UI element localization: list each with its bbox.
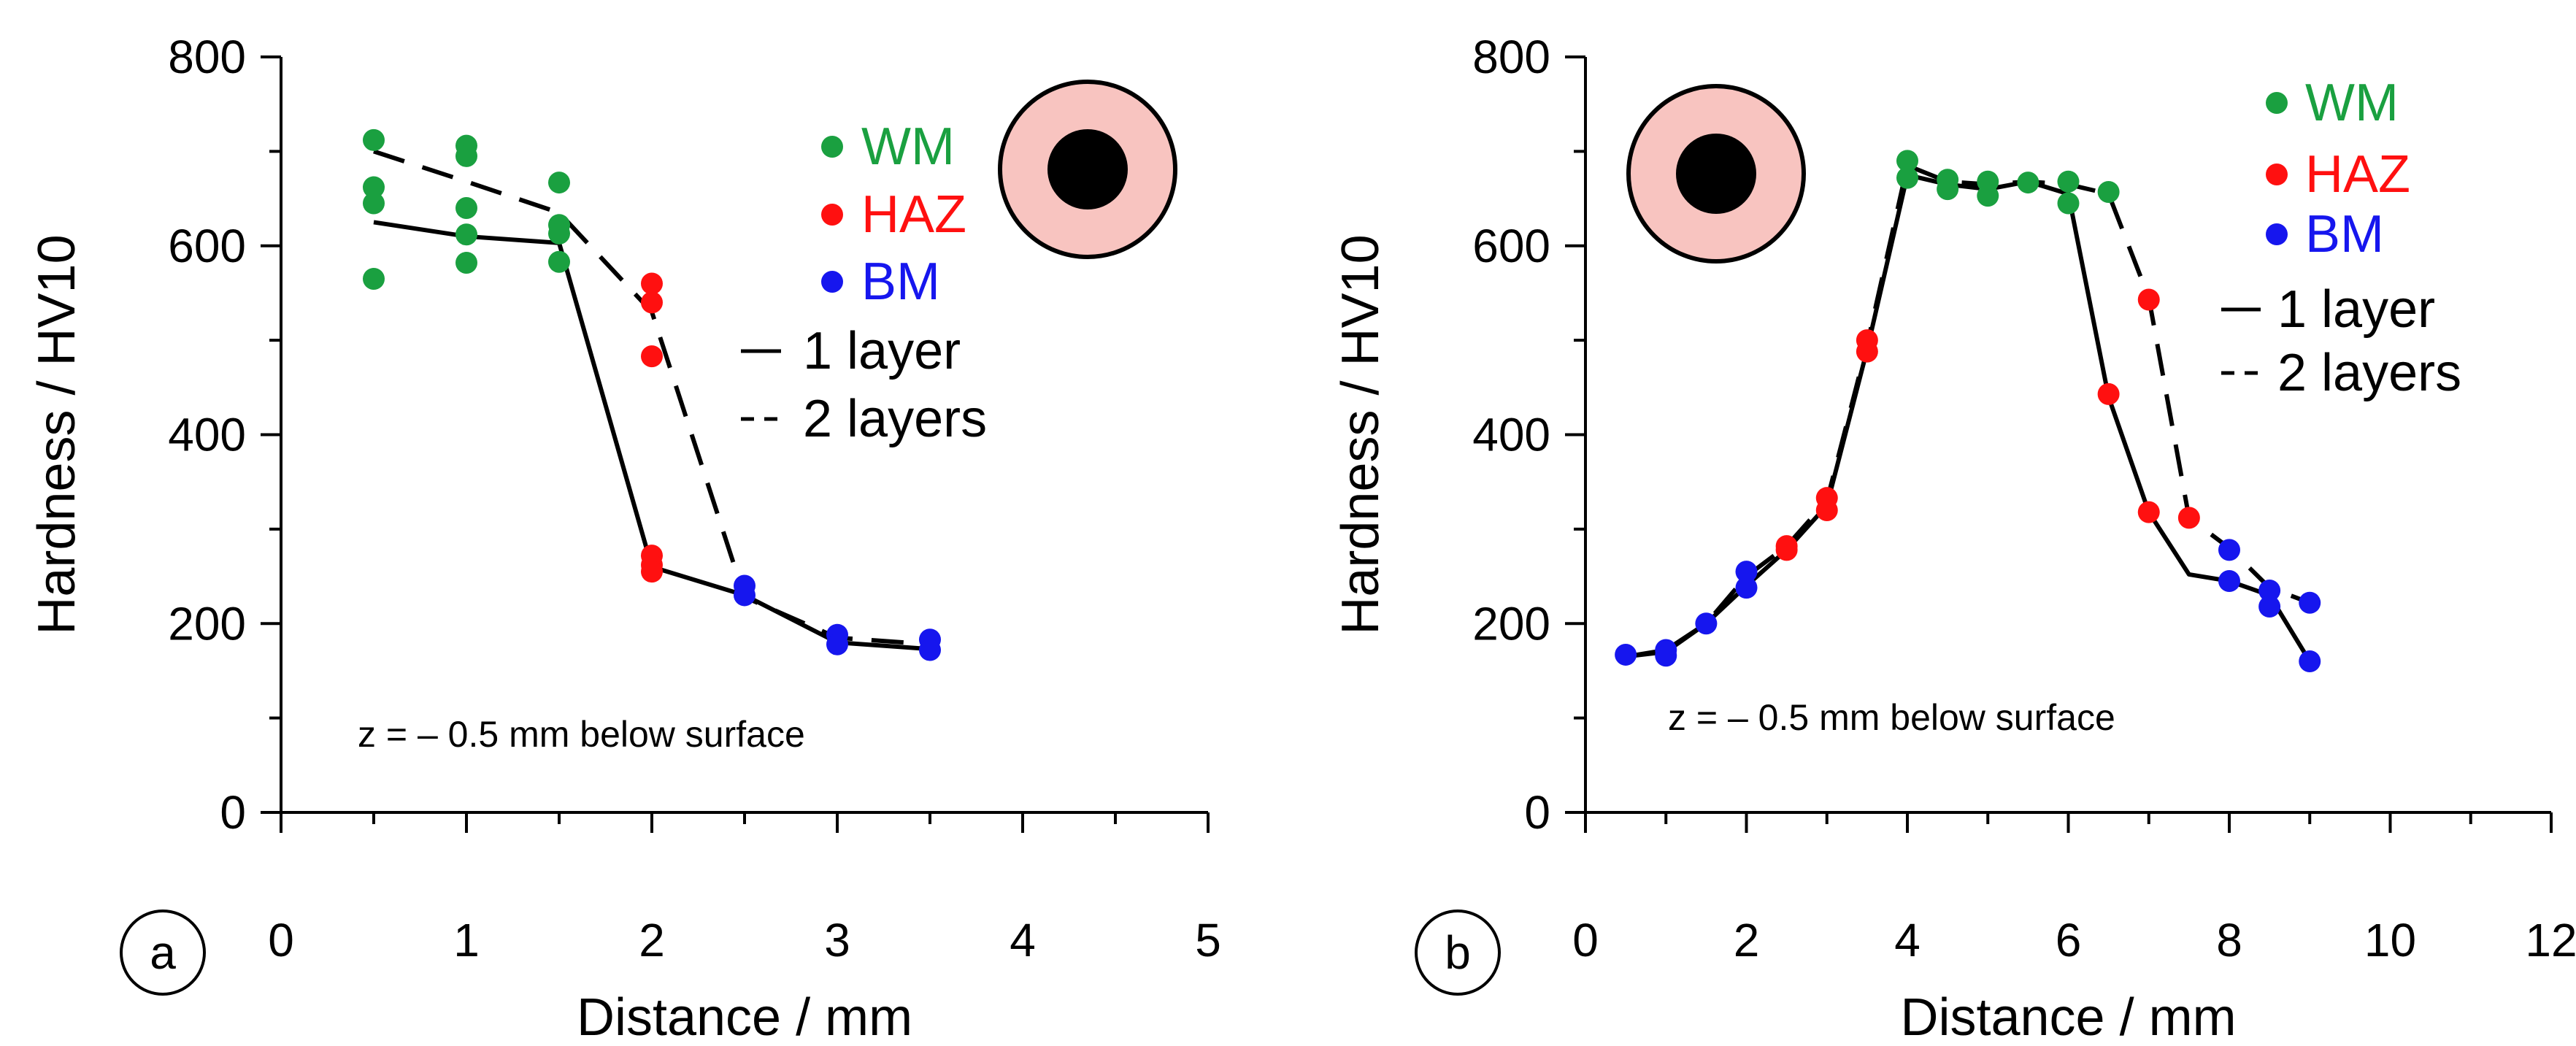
x-tick-label: 0 xyxy=(268,914,294,966)
x-tick-label: 4 xyxy=(1894,914,1921,966)
legend-marker-haz xyxy=(2266,164,2288,185)
data-point-wm xyxy=(2017,172,2039,194)
y-tick-label: 400 xyxy=(168,409,246,461)
data-point-haz xyxy=(2137,288,2160,311)
panel-letter-circle xyxy=(1415,910,1501,996)
data-point-wm xyxy=(455,145,477,167)
x-axis-title: Distance / mm xyxy=(1900,988,2236,1046)
legend-marker-bm xyxy=(2266,223,2288,245)
panel-letter-circle xyxy=(120,910,206,996)
x-tick-label: 10 xyxy=(2364,914,2416,966)
data-point-wm xyxy=(548,172,570,194)
data-point-haz xyxy=(1775,539,1798,561)
data-point-wm xyxy=(363,192,385,215)
x-tick-label: 5 xyxy=(1195,914,1221,966)
chart-panel-a: 0 1 2 3 4 5 0 200 400 600 800 Distance / mm Hardness… xyxy=(28,31,1221,1046)
data-point-bm xyxy=(2299,591,2321,614)
y-tick-label: 400 xyxy=(1472,409,1550,461)
x-tick-label: 3 xyxy=(824,914,850,966)
x-axis-title: Distance / mm xyxy=(577,988,912,1046)
y-tick-label: 600 xyxy=(1472,220,1550,272)
surface-depth-note: z = – 0.5 mm below surface xyxy=(358,714,805,755)
data-point-wm xyxy=(1977,185,1999,207)
y-tick-label: 800 xyxy=(1472,31,1550,83)
data-point-bm xyxy=(1735,561,1758,583)
data-point-bm xyxy=(734,584,756,607)
data-point-wm xyxy=(455,223,477,246)
weld-core-icon xyxy=(1676,134,1756,214)
y-tick-label: 0 xyxy=(1524,786,1550,839)
y-tick-label: 200 xyxy=(168,597,246,650)
legend-line-label-dashed: 2 layers xyxy=(2277,344,2461,402)
data-point-wm xyxy=(455,197,477,219)
surface-depth-note: z = – 0.5 mm below surface xyxy=(1668,697,2115,738)
x-tick-label: 2 xyxy=(639,914,665,966)
data-point-haz xyxy=(2177,507,2200,529)
y-axis-title: Hardness / HV10 xyxy=(28,234,86,634)
data-point-bm xyxy=(1735,577,1758,599)
data-point-wm xyxy=(1896,166,1918,189)
y-tick-label: 600 xyxy=(168,220,246,272)
legend-label-bm: BM xyxy=(861,253,940,311)
data-point-haz xyxy=(641,345,663,368)
data-point-haz xyxy=(641,272,663,295)
data-point-bm xyxy=(1695,612,1718,635)
data-point-bm xyxy=(2258,579,2281,601)
data-point-bm xyxy=(1615,643,1637,666)
y-tick-label: 800 xyxy=(168,31,246,83)
legend-label-bm: BM xyxy=(2305,205,2384,264)
x-tick-label: 0 xyxy=(1572,914,1599,966)
legend-line-label-dashed: 2 layers xyxy=(803,390,987,448)
y-tick-label: 200 xyxy=(1472,597,1550,650)
data-point-wm xyxy=(548,222,570,245)
panel-letter: b xyxy=(1445,926,1471,979)
legend-marker-wm xyxy=(821,136,843,158)
panel-letter: a xyxy=(150,926,176,979)
data-point-wm xyxy=(2057,192,2080,215)
legend-marker-wm xyxy=(2266,92,2288,114)
legend-label-haz: HAZ xyxy=(861,185,966,244)
data-point-bm xyxy=(826,633,848,655)
data-point-wm xyxy=(1937,178,1959,201)
data-point-wm xyxy=(548,250,570,273)
legend-line-label-solid: 1 layer xyxy=(803,322,961,380)
x-tick-label: 12 xyxy=(2525,914,2576,966)
data-point-bm xyxy=(1655,645,1677,667)
x-tick-label: 1 xyxy=(453,914,480,966)
y-axis-title: Hardness / HV10 xyxy=(1331,234,1390,634)
data-point-wm xyxy=(1896,150,1918,172)
legend-marker-haz xyxy=(821,204,843,226)
legend-label-haz: HAZ xyxy=(2305,145,2410,204)
data-point-bm xyxy=(2258,595,2281,618)
data-point-wm xyxy=(2097,181,2120,204)
weld-core-icon xyxy=(1047,129,1128,209)
data-point-bm xyxy=(2299,650,2321,672)
data-point-wm xyxy=(363,128,385,151)
data-point-wm xyxy=(363,268,385,291)
data-point-haz xyxy=(1856,340,1878,363)
data-point-wm xyxy=(2057,170,2080,193)
x-tick-label: 4 xyxy=(1010,914,1036,966)
chart-panel-b: 0 2 4 6 8 10 12 0 200 400 600 800 Distance / mm Hardn… xyxy=(1331,31,2576,1046)
legend-line-label-solid: 1 layer xyxy=(2277,280,2435,339)
x-tick-label: 6 xyxy=(2056,914,2082,966)
data-point-bm xyxy=(2218,570,2240,593)
legend-label-wm: WM xyxy=(861,118,955,176)
data-point-wm xyxy=(455,252,477,274)
data-point-haz xyxy=(1815,499,1838,521)
legend-label-wm: WM xyxy=(2305,74,2399,132)
data-point-haz xyxy=(641,291,663,314)
data-point-haz xyxy=(2137,501,2160,523)
data-point-wm xyxy=(363,176,385,199)
data-point-bm xyxy=(919,639,941,661)
data-point-haz xyxy=(641,561,663,583)
y-tick-label: 0 xyxy=(220,786,246,839)
legend-marker-bm xyxy=(821,271,843,293)
x-tick-label: 2 xyxy=(1734,914,1760,966)
x-tick-label: 8 xyxy=(2216,914,2242,966)
data-point-haz xyxy=(2097,382,2120,405)
data-point-bm xyxy=(2218,539,2240,561)
